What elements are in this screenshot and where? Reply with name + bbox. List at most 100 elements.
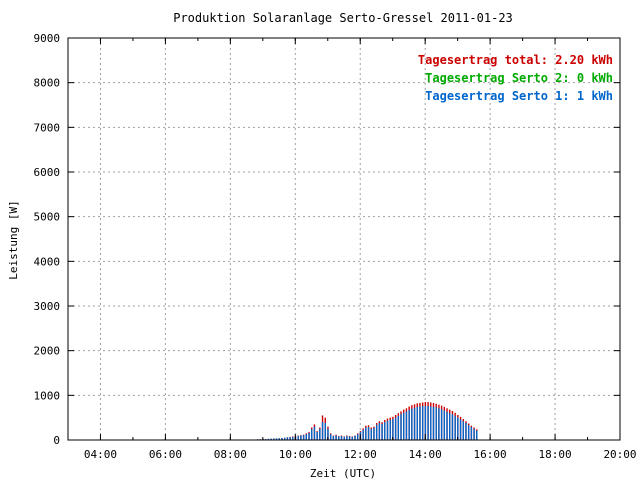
bar-tagesertrag-serto-1 [283,437,286,440]
legend: Tagesertrag total: 2.20 kWh Tagesertrag S… [418,53,613,103]
bar-tagesertrag-serto-1 [440,409,443,440]
chart-title: Produktion Solaranlage Serto-Gressel 201… [173,11,513,25]
bar-tagesertrag-serto-1 [327,428,329,440]
bar-tagesertrag-serto-1 [338,436,340,440]
y-tick-label: 1000 [34,389,61,402]
bar-tagesertrag-serto-1 [335,435,337,440]
bar-tagesertrag-serto-1 [316,431,318,440]
bar-tagesertrag-serto-1 [443,410,446,440]
plot-area-border [67,37,621,441]
legend-label: Tagesertrag Serto 2: [425,71,570,85]
y-tick-label: 5000 [34,211,61,224]
x-axis-label: Zeit (UTC) [310,467,376,480]
bar-tagesertrag-serto-1 [438,408,440,440]
bar-tagesertrag-serto-1 [413,407,416,440]
legend-entry: Tagesertrag Serto 1: 1 kWh [425,89,613,103]
x-tick-label: 14:00 [409,448,442,461]
bar-tagesertrag-serto-1 [362,429,364,440]
bar-tagesertrag-serto-1 [370,428,372,440]
bar-tagesertrag-serto-1 [286,437,289,440]
bar-tagesertrag-serto-1 [392,419,394,440]
bar-tagesertrag-serto-1 [403,412,405,440]
bar-tagesertrag-serto-1 [319,428,321,440]
bar-tagesertrag-serto-1 [446,411,448,440]
x-tick-label: 04:00 [84,448,117,461]
bar-tagesertrag-serto-1 [427,406,429,440]
bar-tagesertrag-serto-1 [430,406,432,440]
x-axis-tick-labels: 04:00 06:00 08:00 10:00 12:00 14:00 16:00 18:00… [84,448,637,461]
bar-tagesertrag-serto-1 [424,406,427,440]
bars [237,402,478,440]
bar-tagesertrag-serto-1 [451,414,454,440]
bar-tagesertrag-serto-1 [281,437,283,440]
bar-tagesertrag-serto-1 [378,423,381,440]
legend-entry: Tagesertrag Serto 2: 0 kWh [425,71,613,85]
bar-tagesertrag-serto-1 [411,408,413,440]
y-tick-label: 6000 [34,166,61,179]
legend-label: Tagesertrag total: [418,53,548,67]
bar-tagesertrag-serto-1 [449,413,451,440]
legend-value: 1 kWh [570,89,613,103]
bar-tagesertrag-serto-1 [340,435,343,440]
bar-tagesertrag-serto-1 [305,434,308,440]
bar-tagesertrag-serto-1 [473,428,475,440]
bar-tagesertrag-serto-1 [421,406,424,440]
legend-value: 2.20 kWh [548,53,613,67]
y-tick-label: 9000 [34,32,61,45]
bar-tagesertrag-serto-1 [416,406,418,440]
bar-tagesertrag-serto-1 [373,427,375,440]
bar-tagesertrag-serto-1 [273,438,275,440]
bar-tagesertrag-serto-1 [348,436,351,440]
y-tick-label: 3000 [34,300,61,313]
bar-tagesertrag-serto-1 [389,419,391,440]
bar-tagesertrag-serto-1 [400,414,402,440]
bar-tagesertrag-serto-1 [332,435,335,440]
x-tick-label: 20:00 [603,448,636,461]
y-tick-label: 8000 [34,77,61,90]
bar-tagesertrag-serto-1 [311,429,313,440]
bar-tagesertrag-serto-1 [435,407,437,440]
x-tick-label: 08:00 [214,448,247,461]
bar-tagesertrag-serto-1 [476,430,478,440]
bar-tagesertrag-serto-1 [324,423,326,440]
bar-tagesertrag-serto-1 [302,435,305,440]
y-tick-label: 0 [53,434,60,447]
bar-tagesertrag-serto-1 [289,437,291,440]
bar-tagesertrag-serto-1 [459,419,462,440]
y-axis-label: Leistung [W] [7,200,20,279]
y-tick-label: 2000 [34,345,61,358]
bar-tagesertrag-serto-1 [321,422,324,440]
bar-tagesertrag-serto-1 [300,435,302,440]
bar-tagesertrag-serto-1 [278,438,280,440]
legend-entry: Tagesertrag total: 2.20 kWh [418,53,613,67]
bar-tagesertrag-serto-1 [267,438,270,440]
bar-tagesertrag-serto-1 [381,423,383,440]
bar-tagesertrag-serto-1 [308,432,310,440]
y-axis-tick-labels: 0 1000 2000 3000 4000 5000 6000 7000 8000 9000 [34,32,61,447]
bar-tagesertrag-serto-1 [367,427,370,440]
bar-tagesertrag-serto-1 [386,420,389,440]
bar-tagesertrag-serto-1 [354,435,356,440]
bar-tagesertrag-serto-1 [343,436,345,440]
x-tick-label: 10:00 [279,448,312,461]
bar-tagesertrag-serto-1 [467,425,470,440]
bar-tagesertrag-serto-1 [346,435,348,440]
grid [68,38,620,440]
bar-tagesertrag-serto-1 [432,406,435,440]
bar-tagesertrag-serto-1 [465,423,467,440]
bar-tagesertrag-serto-1 [419,406,421,440]
bar-tagesertrag-serto-1 [454,415,456,440]
bar-tagesertrag-serto-1 [394,417,397,440]
bar-tagesertrag-serto-1 [397,415,400,440]
bar-tagesertrag-serto-1 [357,434,359,440]
legend-value: 0 kWh [570,71,613,85]
bar-tagesertrag-serto-1 [329,434,332,440]
bar-tagesertrag-serto-1 [457,417,459,440]
x-tick-label: 18:00 [538,448,571,461]
bar-tagesertrag-serto-1 [462,421,464,440]
bar-tagesertrag-serto-1 [405,411,408,440]
bar-tagesertrag-serto-1 [365,427,367,440]
x-tick-label: 06:00 [149,448,182,461]
x-tick-label: 16:00 [474,448,507,461]
